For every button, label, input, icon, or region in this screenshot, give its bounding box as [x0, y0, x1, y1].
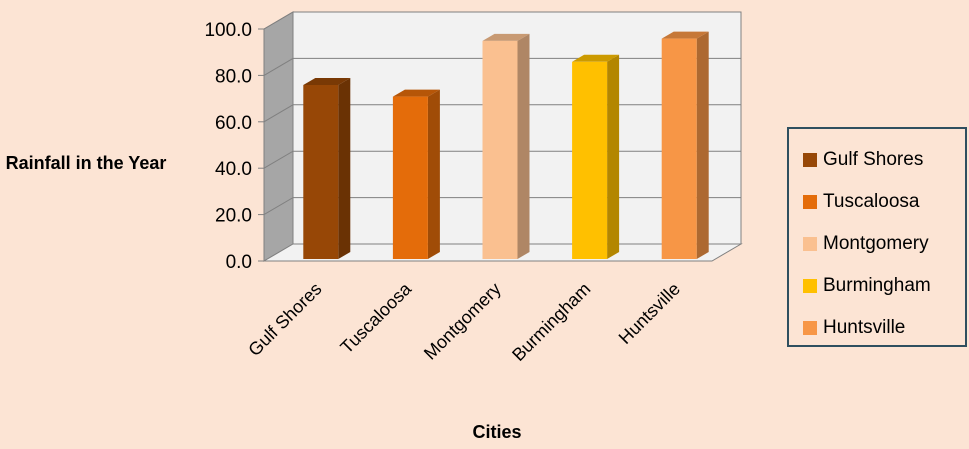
legend-label: Burmingham — [823, 275, 931, 296]
x-tick-label: Montgomery — [420, 279, 505, 364]
bar — [661, 38, 697, 259]
bar — [482, 40, 518, 259]
bar — [572, 61, 608, 259]
legend-item-tuscaloosa: Tuscaloosa — [803, 191, 919, 213]
legend-label: Huntsville — [823, 317, 906, 338]
legend-item-burmingham: Burmingham — [803, 275, 931, 297]
bar-top — [572, 54, 620, 62]
legend-label: Montgomery — [823, 233, 929, 254]
bar-top — [482, 33, 530, 41]
y-tick-label: 0.0 — [226, 252, 252, 273]
legend-item-montgomery: Montgomery — [803, 233, 929, 255]
bar-top — [303, 78, 351, 85]
x-tick-label: Huntsville — [615, 279, 684, 348]
bar-side — [696, 31, 709, 259]
y-tick-label: 40.0 — [215, 159, 252, 180]
x-axis-title: Cities — [472, 422, 522, 442]
bar-side — [607, 54, 620, 259]
y-tick-label: 20.0 — [215, 206, 252, 227]
legend-label: Gulf Shores — [823, 149, 924, 170]
x-tick-label: Gulf Shores — [244, 279, 325, 360]
legend: Gulf Shores Tuscaloosa Montgomery Burmin… — [787, 127, 967, 347]
bar-top — [661, 31, 709, 39]
legend-swatch — [803, 321, 817, 335]
gridline — [263, 11, 741, 30]
bar-side — [338, 78, 351, 259]
y-tick-label: 60.0 — [215, 113, 252, 134]
side-wall — [263, 11, 294, 262]
legend-swatch — [803, 279, 817, 293]
x-tick-label: Burmingham — [508, 279, 594, 365]
legend-item-huntsville: Huntsville — [803, 317, 905, 339]
x-tick-label: Tuscaloosa — [336, 278, 415, 357]
legend-swatch — [803, 153, 817, 167]
legend-swatch — [803, 195, 817, 209]
bar — [392, 96, 428, 259]
legend-item-gulf-shores: Gulf Shores — [803, 149, 923, 171]
bar-top — [392, 89, 440, 97]
bar-side — [517, 33, 530, 259]
y-tick-label: 100.0 — [204, 20, 252, 41]
legend-label: Tuscaloosa — [823, 191, 920, 212]
legend-swatch — [803, 237, 817, 251]
bar-side — [427, 89, 440, 259]
bar — [303, 85, 339, 259]
y-tick-label: 80.0 — [215, 66, 252, 87]
y-axis-title: Rainfall in the Year — [5, 153, 167, 173]
